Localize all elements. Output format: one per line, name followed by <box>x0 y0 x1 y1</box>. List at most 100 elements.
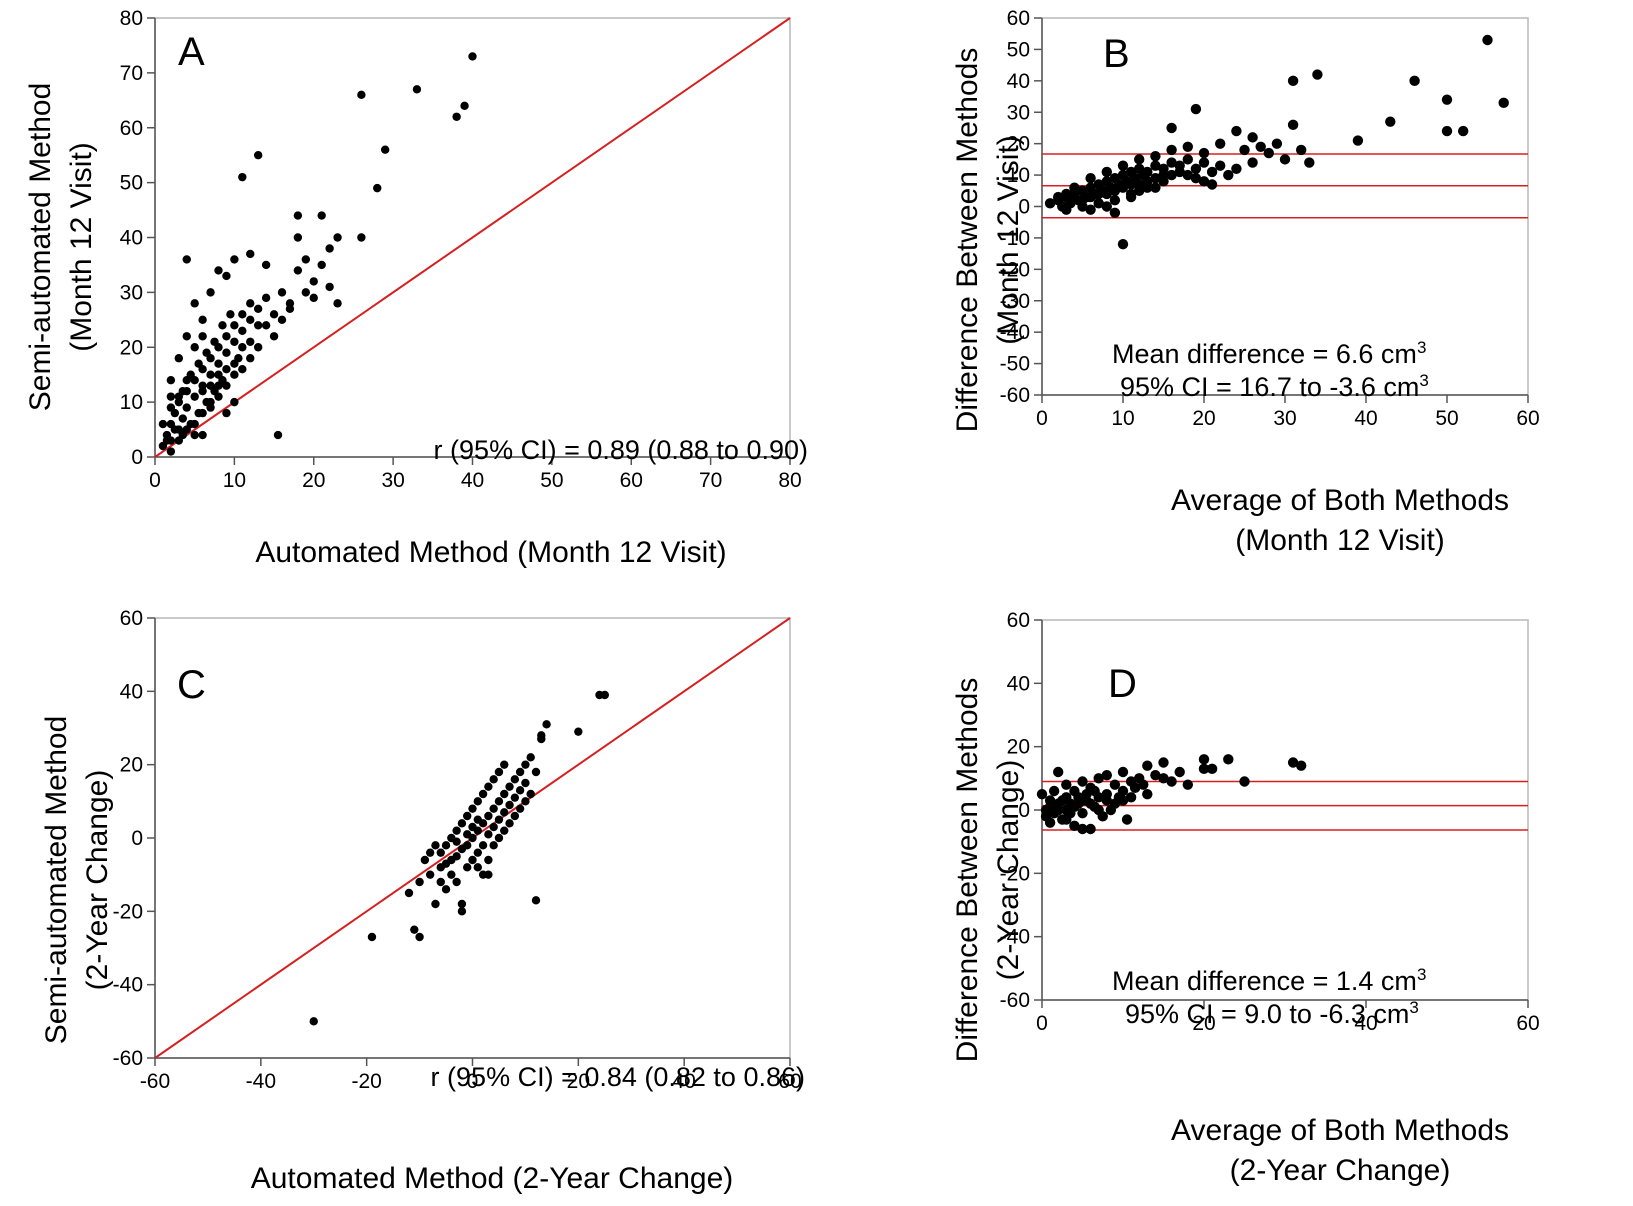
data-point-d <box>1117 766 1129 778</box>
x-tick-label-a: 80 <box>778 469 801 492</box>
y-tick-label-d: 40 <box>1007 672 1030 695</box>
plot-layer-c: -60 -40 -20 0 20 40 60 -60 -40 -20 0 20 40 60 <box>113 607 802 1093</box>
x-tick-label-a: 10 <box>223 469 246 492</box>
data-point-a <box>170 425 180 434</box>
data-point-c <box>425 848 435 857</box>
data-point-d <box>1239 776 1250 787</box>
data-point-c <box>473 815 482 824</box>
y-tick-label-b: 40 <box>1007 70 1030 93</box>
data-point-c <box>574 727 583 736</box>
y-tick-label-d: -40 <box>1000 926 1030 949</box>
data-point-b <box>1093 198 1104 209</box>
data-point-a <box>182 255 191 264</box>
data-point-b <box>1255 141 1266 153</box>
data-point-a <box>277 288 287 297</box>
y-tick-label-d: 20 <box>1007 736 1030 759</box>
data-point-d <box>1198 754 1210 765</box>
data-point-c <box>452 852 461 861</box>
data-point-b <box>1231 163 1242 174</box>
data-point-d <box>1077 776 1088 787</box>
data-point-b <box>1117 182 1129 193</box>
data-point-c <box>510 793 520 802</box>
data-point-a <box>325 282 334 292</box>
data-point-c <box>436 848 445 857</box>
data-point-a <box>253 321 263 330</box>
data-point-b <box>1158 169 1169 181</box>
data-point-b <box>1215 138 1226 149</box>
correlation-annotation-a: r (95% CI) = 0.89 (0.88 to 0.90) <box>434 435 808 465</box>
data-point-b <box>1198 176 1210 187</box>
y-tick-label-a: 70 <box>120 62 143 85</box>
data-point-a <box>253 343 263 352</box>
data-point-b <box>1263 147 1275 159</box>
y-tick-label-b: 20 <box>1007 133 1030 156</box>
data-point-c <box>473 863 482 872</box>
data-point-a <box>412 85 422 94</box>
data-point-d <box>1048 785 1060 797</box>
data-point-c <box>515 804 525 813</box>
data-point-a <box>238 326 247 335</box>
data-point-c <box>463 830 472 839</box>
data-point-d <box>1150 769 1161 781</box>
data-point-b <box>1061 188 1072 200</box>
data-point-c <box>436 877 445 887</box>
data-point-d <box>1101 795 1113 806</box>
data-point-c <box>452 837 461 846</box>
data-point-d <box>1069 820 1080 832</box>
data-point-a <box>238 365 247 374</box>
y-tick-label-c: -60 <box>113 1047 143 1070</box>
data-point-a <box>190 419 199 429</box>
x-tick-label-a: 0 <box>149 469 161 492</box>
x-tick-label-c: 20 <box>567 1070 590 1093</box>
panel-letter-b: B <box>1103 32 1130 76</box>
data-point-b <box>1231 125 1242 137</box>
y-tick-label-d: -60 <box>1000 989 1030 1012</box>
data-point-c <box>494 767 504 777</box>
data-point-c <box>457 899 467 909</box>
data-point-a <box>357 90 366 100</box>
data-point-b <box>1174 166 1185 178</box>
ci-annotation-b: 95% CI = 16.7 to -3.6 cm3 <box>1120 371 1429 402</box>
data-point-d <box>1138 779 1149 790</box>
data-point-d <box>1085 798 1096 809</box>
panel-letter-d: D <box>1108 662 1137 706</box>
data-point-a <box>246 354 255 363</box>
data-point-a <box>253 304 263 314</box>
data-point-c <box>500 760 509 769</box>
data-point-b <box>1101 201 1113 212</box>
data-point-c <box>441 885 451 894</box>
mean-difference-annotation-d: Mean difference = 1.4 cm3 <box>1112 965 1426 996</box>
data-point-a <box>273 430 283 440</box>
data-point-a <box>293 211 303 220</box>
data-point-a <box>246 337 255 346</box>
data-point-b <box>1304 157 1315 168</box>
data-point-a <box>333 299 342 308</box>
data-point-c <box>489 775 498 784</box>
data-point-b <box>1134 154 1145 165</box>
data-point-b <box>1061 204 1072 215</box>
data-point-b <box>1385 116 1396 127</box>
x-axis-title-d-line1: Average of Both Methods <box>1171 1114 1509 1147</box>
data-point-b <box>1296 144 1307 156</box>
data-point-a <box>166 375 176 385</box>
identity-line-a <box>154 17 791 458</box>
x-tick-label-a: 50 <box>540 469 563 492</box>
data-point-d <box>1109 779 1121 790</box>
data-point-b <box>1190 103 1202 115</box>
data-point-c <box>431 899 440 909</box>
data-point-a <box>238 343 247 352</box>
data-point-b <box>1150 173 1161 184</box>
y-tick-label-c: -40 <box>113 974 143 997</box>
data-point-b <box>1166 157 1177 168</box>
data-point-b <box>1150 182 1161 193</box>
x-tick-label-c: -20 <box>351 1070 381 1093</box>
y-tick-label-b: 50 <box>1007 38 1030 61</box>
y-tick-label-d: -20 <box>1000 862 1030 885</box>
data-point-c <box>526 789 535 799</box>
x-axis-title-b-line1: Average of Both Methods <box>1171 484 1509 517</box>
x-axis-title-d-line2: (2-Year Change) <box>1230 1154 1451 1187</box>
data-point-a <box>452 112 461 121</box>
y-tick-label-b: 0 <box>1018 196 1030 219</box>
data-point-a <box>206 370 215 379</box>
data-point-d <box>1117 795 1129 806</box>
